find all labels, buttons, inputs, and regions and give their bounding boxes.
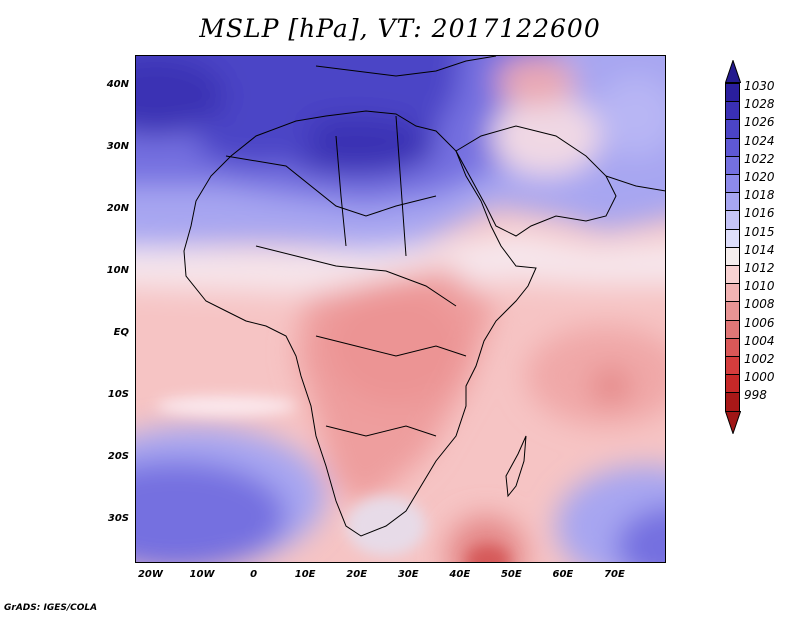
- colorbar-swatch: [725, 356, 740, 375]
- mediterranean-coast: [315, 56, 497, 77]
- colorbar-label: 1018: [744, 188, 775, 203]
- lat-tick-label: 10N: [106, 264, 129, 276]
- border-6: [395, 115, 407, 257]
- map-title: MSLP [hPa], VT: 2017122600: [199, 14, 601, 43]
- lat-tick-label: 10S: [107, 388, 129, 400]
- colorbar-label: 1004: [744, 333, 775, 348]
- colorbar-label: 1022: [744, 151, 775, 166]
- border-5: [335, 135, 347, 247]
- colorbar-swatch: [725, 392, 740, 411]
- colorbar-label: 1024: [744, 133, 775, 148]
- colorbar-label: 1016: [744, 206, 775, 221]
- colorbar-swatch: [725, 283, 740, 302]
- grads-credit: GrADS: IGES/COLA: [4, 603, 98, 613]
- colorbar-top-arrow: [725, 60, 741, 83]
- colorbar-label: 1020: [744, 170, 775, 184]
- madagascar-coast: [505, 435, 527, 498]
- colorbar-label: 1015: [744, 224, 775, 239]
- lon-tick-label: 40E: [449, 569, 471, 580]
- colorbar-bottom-arrow: [725, 410, 741, 434]
- colorbar-label: 1006: [744, 315, 775, 330]
- lon-tick-label: 0: [250, 569, 258, 580]
- mslp-map: [135, 55, 666, 563]
- colorbar-label: 1000: [744, 370, 775, 385]
- lat-tick-label: 30N: [106, 140, 129, 152]
- colorbar-swatch: [725, 119, 740, 138]
- colorbar-label: 1028: [744, 97, 775, 112]
- colorbar-label: 1012: [744, 261, 775, 275]
- colorbar-label: 1002: [744, 352, 775, 366]
- mslp-field: [136, 56, 665, 562]
- lon-tick-label: 60E: [552, 569, 574, 580]
- colorbar-swatch: [725, 137, 740, 156]
- lat-tick-label: 20S: [107, 450, 129, 462]
- colorbar-label: 998: [744, 388, 767, 403]
- lat-tick-label: 20N: [106, 202, 129, 214]
- colorbar-label: 1008: [744, 297, 775, 312]
- colorbar-swatch: [725, 192, 740, 211]
- lon-tick-label: 30E: [397, 569, 419, 580]
- colorbar-swatch: [725, 228, 740, 247]
- lat-tick-label: 30S: [107, 512, 129, 524]
- colorbar-swatch: [725, 374, 740, 393]
- lon-tick-label: 70E: [604, 569, 625, 580]
- africa-coast: [183, 110, 537, 537]
- colorbar-label: 1026: [744, 115, 775, 130]
- lon-tick-label: 10E: [294, 569, 316, 580]
- border-3: [315, 335, 467, 357]
- colorbar-swatch: [725, 301, 740, 320]
- colorbar-label: 1010: [744, 279, 775, 294]
- lon-tick-label: 20E: [346, 569, 368, 580]
- colorbar-swatch: [725, 265, 740, 284]
- border-4: [325, 425, 437, 437]
- colorbar-label: 1030: [744, 79, 775, 93]
- colorbar-label: 1014: [744, 242, 775, 257]
- coastlines: [183, 56, 665, 537]
- pressure-shading: [136, 56, 665, 562]
- colorbar-swatch: [725, 319, 740, 338]
- colorbar-swatch: [725, 101, 740, 120]
- colorbar-swatch: [725, 337, 740, 356]
- colorbar-swatch: [725, 83, 740, 102]
- colorbar-swatch: [725, 210, 740, 229]
- lon-tick-label: 50E: [500, 569, 522, 580]
- colorbar-swatch: [725, 246, 740, 265]
- border-2: [255, 245, 457, 307]
- lat-tick-label: EQ: [113, 326, 129, 338]
- colorbar-swatch: [725, 174, 740, 193]
- lon-tick-label: 20W: [137, 569, 163, 580]
- colorbar-swatch: [725, 155, 740, 174]
- lat-tick-label: 40N: [106, 78, 129, 90]
- lon-tick-label: 10W: [189, 569, 215, 580]
- arabia-coast: [455, 125, 617, 237]
- asia-coast: [605, 175, 665, 192]
